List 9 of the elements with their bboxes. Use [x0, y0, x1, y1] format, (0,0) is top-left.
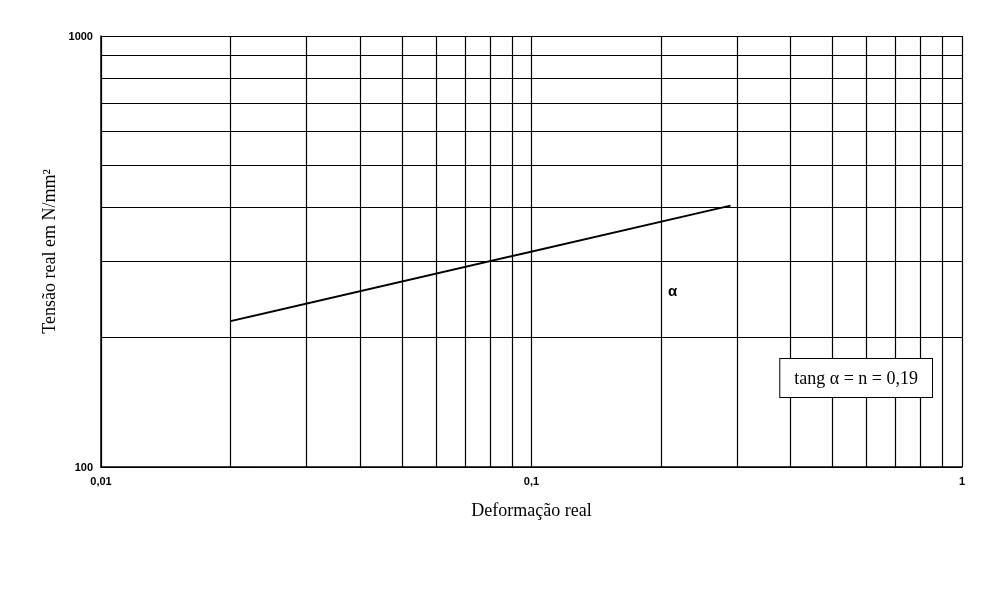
x-axis-title: Deformação real: [471, 500, 592, 520]
y-tick-label: 1000: [68, 30, 93, 42]
y-tick-label: 100: [74, 461, 93, 473]
annotation: tang α = n = 0,19: [794, 368, 919, 388]
y-axis-title: Tensão real em N/mm²: [38, 169, 59, 334]
x-tick-label: 0,01: [90, 474, 112, 487]
x-tick-label: 1: [958, 474, 966, 487]
x-tick-label: 0,1: [523, 474, 540, 487]
annotation: α: [668, 282, 678, 299]
